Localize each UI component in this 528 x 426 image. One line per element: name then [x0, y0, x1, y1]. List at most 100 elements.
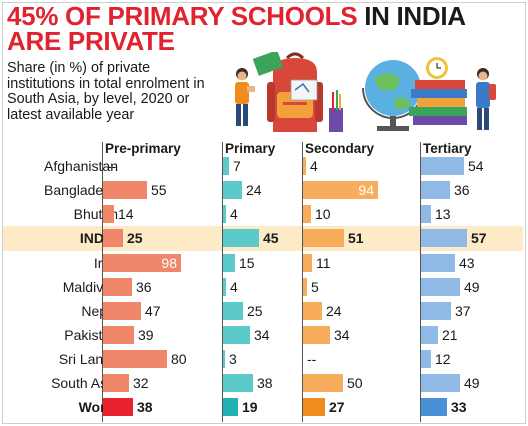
bar-pre-primary-nepal: [103, 302, 141, 320]
category-label-india: INDIA: [79, 230, 118, 246]
book-stack-icon: [409, 80, 467, 125]
column-axis-pre-primary: [102, 142, 103, 422]
value-label-secondary-maldives: 5: [311, 279, 319, 295]
bar-tertiary-nepal: [421, 302, 451, 320]
value-label-tertiary-india: 57: [471, 230, 487, 246]
value-label-primary-bhutan: 4: [230, 206, 238, 222]
value-label-secondary-india: 51: [348, 230, 364, 246]
value-label-primary-sri-lanka: 3: [229, 351, 237, 367]
bar-tertiary-pakistan: [421, 326, 438, 344]
value-label-pre-primary-world: 38: [137, 399, 153, 415]
value-label-primary-bangladesh: 24: [246, 182, 262, 198]
bar-secondary-afghanistan: [303, 157, 306, 175]
value-label-tertiary-maldives: 49: [464, 279, 480, 295]
value-label-secondary-afghanistan: 4: [310, 158, 318, 174]
bar-secondary-pakistan: [303, 326, 330, 344]
green-book-icon: [252, 52, 284, 76]
bar-secondary-maldives: [303, 278, 307, 296]
bar-primary-afghanistan: [223, 157, 229, 175]
value-label-tertiary-nepal: 37: [455, 303, 471, 319]
title-part1: 45% OF PRIMARY SCHOOLS: [7, 1, 358, 31]
bar-pre-primary-bangladesh: [103, 181, 147, 199]
value-label-tertiary-bhutan: 13: [435, 206, 451, 222]
bar-secondary-nepal: [303, 302, 322, 320]
bar-secondary-south-asia: [303, 374, 343, 392]
bar-pre-primary-maldives: [103, 278, 132, 296]
bar-tertiary-world: [421, 398, 447, 416]
value-label-secondary-bangladesh: 94: [358, 182, 374, 198]
value-label-tertiary-pakistan: 21: [442, 327, 458, 343]
value-label-primary-maldives: 4: [230, 279, 238, 295]
value-label-pre-primary-pakistan: 39: [138, 327, 154, 343]
category-label-bangladesh: Bangladesh: [44, 182, 118, 198]
column-header-tertiary: Tertiary: [423, 141, 472, 156]
value-label-primary-india: 45: [263, 230, 279, 246]
value-label-primary-world: 19: [242, 399, 258, 415]
bar-secondary-bhutan: [303, 205, 311, 223]
category-label-maldives: Maldives: [62, 279, 118, 295]
bar-primary-bhutan: [223, 205, 226, 223]
bar-pre-primary-iran: [103, 254, 181, 272]
bar-secondary-india: [303, 229, 344, 247]
bar-primary-sri-lanka: [223, 350, 225, 368]
column-header-secondary: Secondary: [305, 141, 375, 156]
bar-tertiary-maldives: [421, 278, 460, 296]
category-label-sri-lanka: Sri Lanka: [58, 351, 118, 367]
bar-tertiary-india: [421, 229, 467, 247]
column-header-pre-primary: Pre-primary: [105, 141, 181, 156]
category-label-world: World: [78, 399, 118, 415]
value-label-tertiary-afghanistan: 54: [468, 158, 484, 174]
value-label-pre-primary-nepal: 47: [145, 303, 161, 319]
bar-primary-india: [223, 229, 259, 247]
bar-pre-primary-world: [103, 398, 133, 416]
bar-primary-bangladesh: [223, 181, 242, 199]
value-label-secondary-iran: 11: [316, 255, 331, 271]
value-label-pre-primary-iran: 98: [161, 255, 177, 271]
value-label-pre-primary-bhutan: 14: [118, 206, 134, 222]
value-label-tertiary-iran: 43: [459, 255, 475, 271]
bar-pre-primary-pakistan: [103, 326, 134, 344]
value-label-primary-pakistan: 34: [254, 327, 270, 343]
category-label-nepal: Nepal: [81, 303, 118, 319]
category-label-south-asia: South Asia: [51, 375, 118, 391]
value-label-secondary-south-asia: 50: [347, 375, 363, 391]
bar-tertiary-afghanistan: [421, 157, 464, 175]
column-axis-primary: [222, 142, 223, 422]
column-axis-secondary: [302, 142, 303, 422]
alarm-clock-icon: [426, 57, 448, 79]
value-label-tertiary-south-asia: 49: [464, 375, 480, 391]
value-label-secondary-nepal: 24: [326, 303, 342, 319]
value-label-secondary-sri-lanka: --: [307, 351, 317, 367]
value-label-tertiary-world: 33: [451, 399, 467, 415]
value-label-primary-iran: 15: [239, 255, 255, 271]
bar-primary-pakistan: [223, 326, 250, 344]
category-label-afghanistan: Afghanistan: [44, 158, 118, 174]
bar-pre-primary-sri-lanka: [103, 350, 167, 368]
value-label-secondary-bhutan: 10: [315, 206, 331, 222]
student-figure-right: [476, 68, 496, 130]
bar-pre-primary-south-asia: [103, 374, 129, 392]
student-figure-left: [235, 68, 255, 126]
value-label-pre-primary-sri-lanka: 80: [171, 351, 187, 367]
bar-primary-maldives: [223, 278, 226, 296]
value-label-tertiary-bangladesh: 36: [454, 182, 470, 198]
column-axis-tertiary: [420, 142, 421, 422]
bar-tertiary-bangladesh: [421, 181, 450, 199]
category-label-iran: Iran: [0, 255, 118, 271]
bar-primary-world: [223, 398, 238, 416]
bar-primary-iran: [223, 254, 235, 272]
bar-secondary-world: [303, 398, 325, 416]
value-label-pre-primary-afghanistan: --: [107, 158, 117, 174]
value-label-tertiary-sri-lanka: 12: [435, 351, 451, 367]
column-header-primary: Primary: [225, 141, 276, 156]
value-label-secondary-world: 27: [329, 399, 345, 415]
value-label-primary-nepal: 25: [247, 303, 263, 319]
category-label-pakistan: Pakistan: [64, 327, 118, 343]
bar-tertiary-iran: [421, 254, 455, 272]
infographic-title: 45% OF PRIMARY SCHOOLS IN INDIA ARE PRIV…: [7, 1, 466, 54]
bar-primary-nepal: [223, 302, 243, 320]
bar-tertiary-south-asia: [421, 374, 460, 392]
value-label-pre-primary-bangladesh: 55: [151, 182, 167, 198]
bar-secondary-iran: [303, 254, 312, 272]
bar-tertiary-sri-lanka: [421, 350, 431, 368]
